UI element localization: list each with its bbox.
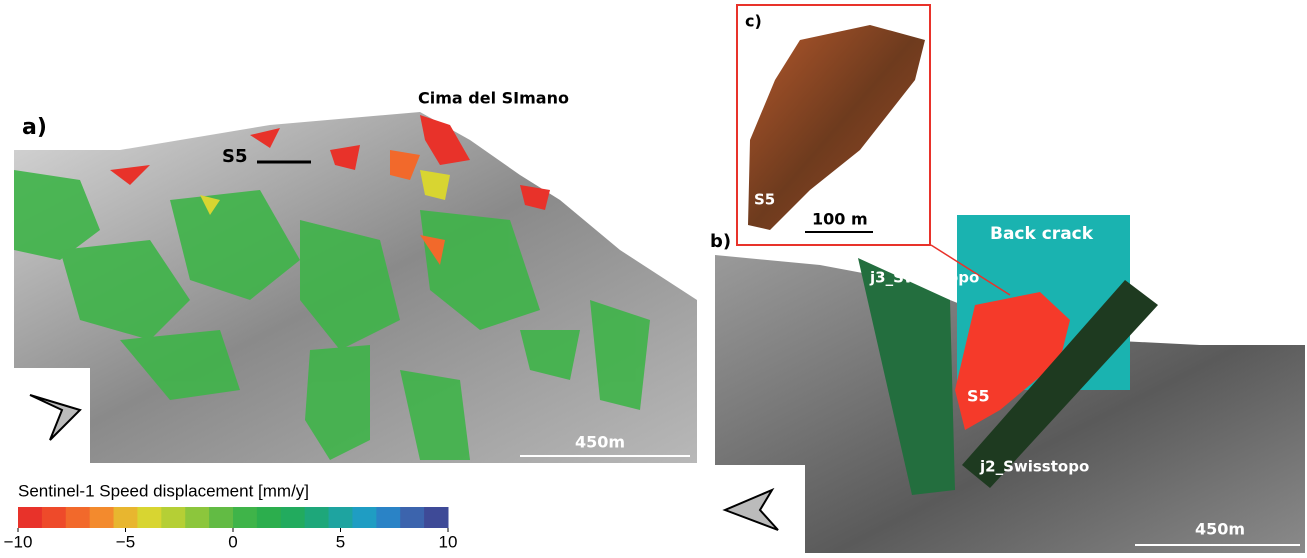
scale-label: 450m: [1195, 520, 1245, 539]
colorbar-bin: [400, 507, 425, 528]
colorbar-bin: [137, 507, 162, 528]
colorbar-tick-label: 5: [336, 532, 345, 551]
colorbar-bin: [424, 507, 449, 528]
panel-label: b): [710, 231, 731, 252]
scale-label: 450m: [575, 433, 625, 452]
colorbar-title: Sentinel-1 Speed displacement [mm/y]: [18, 481, 309, 500]
colorbar-bin: [113, 507, 138, 528]
colorbar-bin: [209, 507, 234, 528]
panel-label: c): [745, 12, 762, 31]
colorbar-bin: [256, 507, 282, 528]
colorbar-tick-label: −5: [116, 532, 135, 551]
colorbar-bin: [185, 507, 210, 528]
colorbar-tick-label: −10: [4, 532, 33, 551]
scale-label: 100 m: [812, 210, 868, 229]
colorbar-bin: [376, 507, 401, 528]
colorbar-bin: [65, 507, 91, 528]
block-label: S5: [967, 387, 990, 406]
colorbar-bin: [328, 507, 353, 528]
colorbar-bin: [233, 507, 258, 528]
panel-label: a): [22, 115, 47, 140]
colorbar-bin: [304, 507, 330, 528]
point-label: S5: [222, 146, 248, 167]
colorbar-tick-label: 0: [228, 532, 237, 551]
colorbar-tick-label: 10: [439, 532, 458, 551]
panel-c-image: [736, 4, 931, 246]
colorbar-bin: [89, 507, 115, 528]
colorbar-bin: [280, 507, 306, 528]
panel-a-image: [14, 112, 697, 463]
plane-label: Back crack: [990, 224, 1094, 244]
plane-label: j3_Swisstopo: [869, 269, 979, 287]
block-label: S5: [754, 191, 775, 209]
colorbar-bin: [18, 507, 43, 528]
colorbar-bin: [41, 507, 67, 528]
colorbar-bin: [352, 507, 377, 528]
plane-label: j2_Swisstopo: [979, 458, 1089, 476]
peak-label: Cima del SImano: [418, 89, 569, 108]
colorbar: −10 −5 0 5 10: [4, 507, 458, 551]
panel-b-image: [715, 215, 1305, 553]
colorbar-bin: [161, 507, 186, 528]
